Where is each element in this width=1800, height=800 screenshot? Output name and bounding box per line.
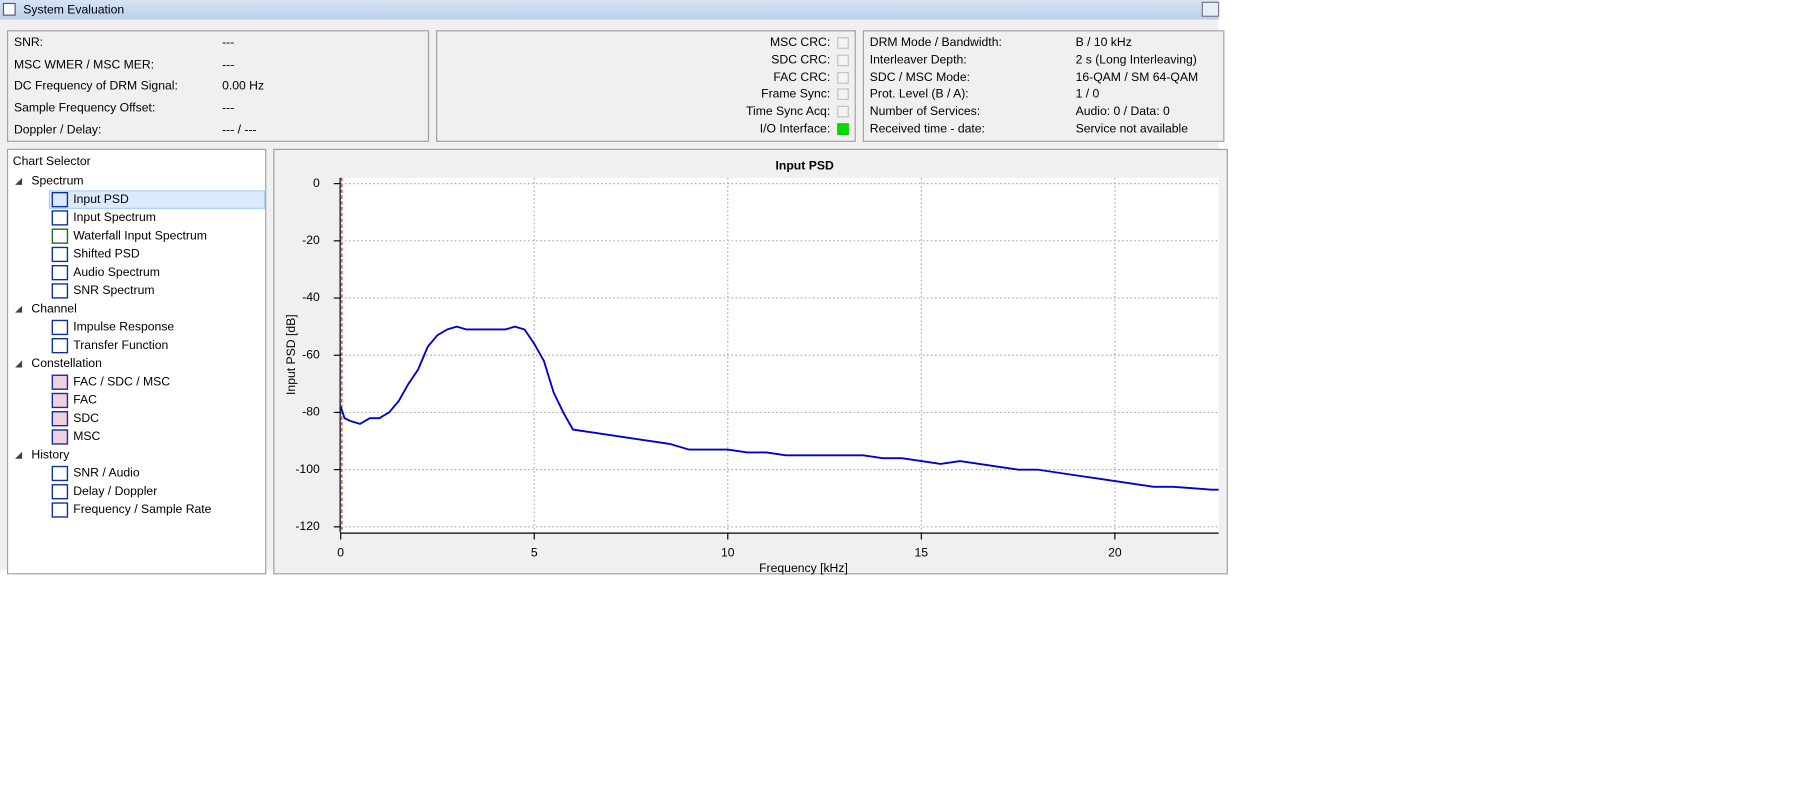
y-tick-label: -20	[302, 233, 320, 247]
tree-item[interactable]: MSC	[73, 429, 100, 443]
status-value: --- / ---	[222, 122, 257, 136]
tree-item[interactable]: Input PSD	[73, 192, 129, 206]
indicator-label: MSC CRC:	[770, 35, 830, 49]
tree-icon	[51, 392, 69, 409]
indicator-label: FAC CRC:	[773, 70, 830, 84]
indicator-led	[837, 54, 849, 67]
info-value: 1 / 0	[1076, 86, 1100, 100]
indicator-panel	[436, 30, 856, 142]
tree-item[interactable]: Audio Spectrum	[73, 265, 160, 279]
chart-title: Input PSD	[776, 158, 834, 172]
indicator-led	[837, 37, 849, 49]
status-value: ---	[222, 100, 234, 114]
tree-item[interactable]: FAC / SDC / MSC	[73, 374, 170, 388]
tree-group[interactable]: Spectrum	[31, 174, 83, 188]
chart-selector	[6, 148, 267, 575]
tree-item[interactable]: SDC	[73, 411, 99, 425]
tree-item[interactable]: SNR / Audio	[73, 466, 140, 480]
tree-icon	[51, 429, 69, 445]
tree-icon	[51, 502, 69, 518]
info-panel	[862, 30, 1225, 142]
tree-item[interactable]: FAC	[73, 393, 97, 407]
tree-icon	[51, 246, 69, 263]
tree-icon	[51, 411, 69, 427]
info-value: B / 10 kHz	[1076, 35, 1132, 49]
tree-item[interactable]: Shifted PSD	[73, 247, 140, 261]
info-value: 16-QAM / SM 64-QAM	[1076, 70, 1199, 84]
tree-icon	[51, 210, 69, 226]
indicator-label: Time Sync Acq:	[746, 104, 830, 118]
status-label: MSC WMER / MSC MER:	[14, 57, 154, 71]
y-tick-label: 0	[313, 176, 320, 190]
tree-icon	[51, 265, 69, 281]
tree-item[interactable]: SNR Spectrum	[73, 283, 154, 297]
info-label: SDC / MSC Mode:	[870, 70, 970, 84]
window-button[interactable]	[1201, 1, 1220, 17]
x-tick-label: 10	[721, 546, 735, 560]
tree-item[interactable]: Delay / Doppler	[73, 484, 157, 498]
selector-title: Chart Selector	[13, 154, 91, 168]
x-axis-title: Frequency [kHz]	[759, 561, 848, 575]
info-label: Prot. Level (B / A):	[870, 86, 969, 100]
y-tick-label: -40	[302, 290, 320, 304]
y-tick-label: -120	[295, 519, 320, 533]
tree-item[interactable]: Waterfall Input Spectrum	[73, 228, 207, 242]
info-label: Number of Services:	[870, 104, 980, 118]
tree-icon	[51, 228, 69, 244]
window-title: System Evaluation	[23, 3, 124, 17]
tree-icon	[51, 374, 69, 390]
x-tick-label: 0	[337, 546, 344, 560]
indicator-label: Frame Sync:	[761, 86, 830, 100]
window-icon	[2, 2, 16, 16]
x-tick-label: 5	[531, 546, 538, 560]
title-bar	[0, 0, 1219, 20]
tree-icon	[51, 338, 69, 354]
tree-icon	[51, 319, 69, 336]
tree-icon	[51, 191, 69, 208]
indicator-label: SDC CRC:	[771, 53, 830, 67]
info-label: Received time - date:	[870, 121, 985, 135]
tree-item[interactable]: Input Spectrum	[73, 210, 156, 224]
status-value: ---	[222, 35, 234, 49]
indicator-led	[837, 88, 849, 100]
info-value: Service not available	[1076, 121, 1189, 135]
selected-row	[48, 190, 266, 209]
tree-icon	[51, 283, 69, 299]
x-tick-label: 20	[1108, 546, 1122, 560]
y-tick-label: -80	[302, 405, 320, 419]
info-value: Audio: 0 / Data: 0	[1076, 104, 1170, 118]
tree-icon	[51, 465, 69, 482]
plot-area	[340, 177, 1219, 533]
info-label: DRM Mode / Bandwidth:	[870, 35, 1002, 49]
info-value: 2 s (Long Interleaving)	[1076, 53, 1197, 67]
indicator-led	[837, 72, 849, 84]
x-tick-label: 15	[915, 546, 929, 560]
status-label: Doppler / Delay:	[14, 122, 101, 136]
status-label: Sample Frequency Offset:	[14, 100, 155, 114]
indicator-label: I/O Interface:	[760, 121, 830, 135]
info-label: Interleaver Depth:	[870, 53, 967, 67]
tree-group[interactable]: History	[31, 447, 70, 461]
tree-group[interactable]: Constellation	[31, 356, 101, 370]
y-axis-title: Input PSD [dB]	[284, 314, 298, 395]
status-label: DC Frequency of DRM Signal:	[14, 78, 178, 92]
tree-item[interactable]: Frequency / Sample Rate	[73, 502, 211, 516]
tree-icon	[51, 484, 69, 500]
y-tick-label: -100	[295, 462, 320, 476]
tree-group[interactable]: Channel	[31, 301, 76, 315]
tree-item[interactable]: Impulse Response	[73, 320, 174, 334]
tree-item[interactable]: Transfer Function	[73, 338, 168, 352]
psd-line	[339, 325, 1219, 491]
indicator-led	[837, 105, 849, 118]
y-tick-label: -60	[302, 347, 320, 361]
status-value: ---	[222, 57, 234, 71]
indicator-led	[837, 123, 849, 135]
status-value: 0.00 Hz	[222, 78, 264, 92]
status-panel	[6, 30, 430, 142]
status-label: SNR:	[14, 35, 43, 49]
